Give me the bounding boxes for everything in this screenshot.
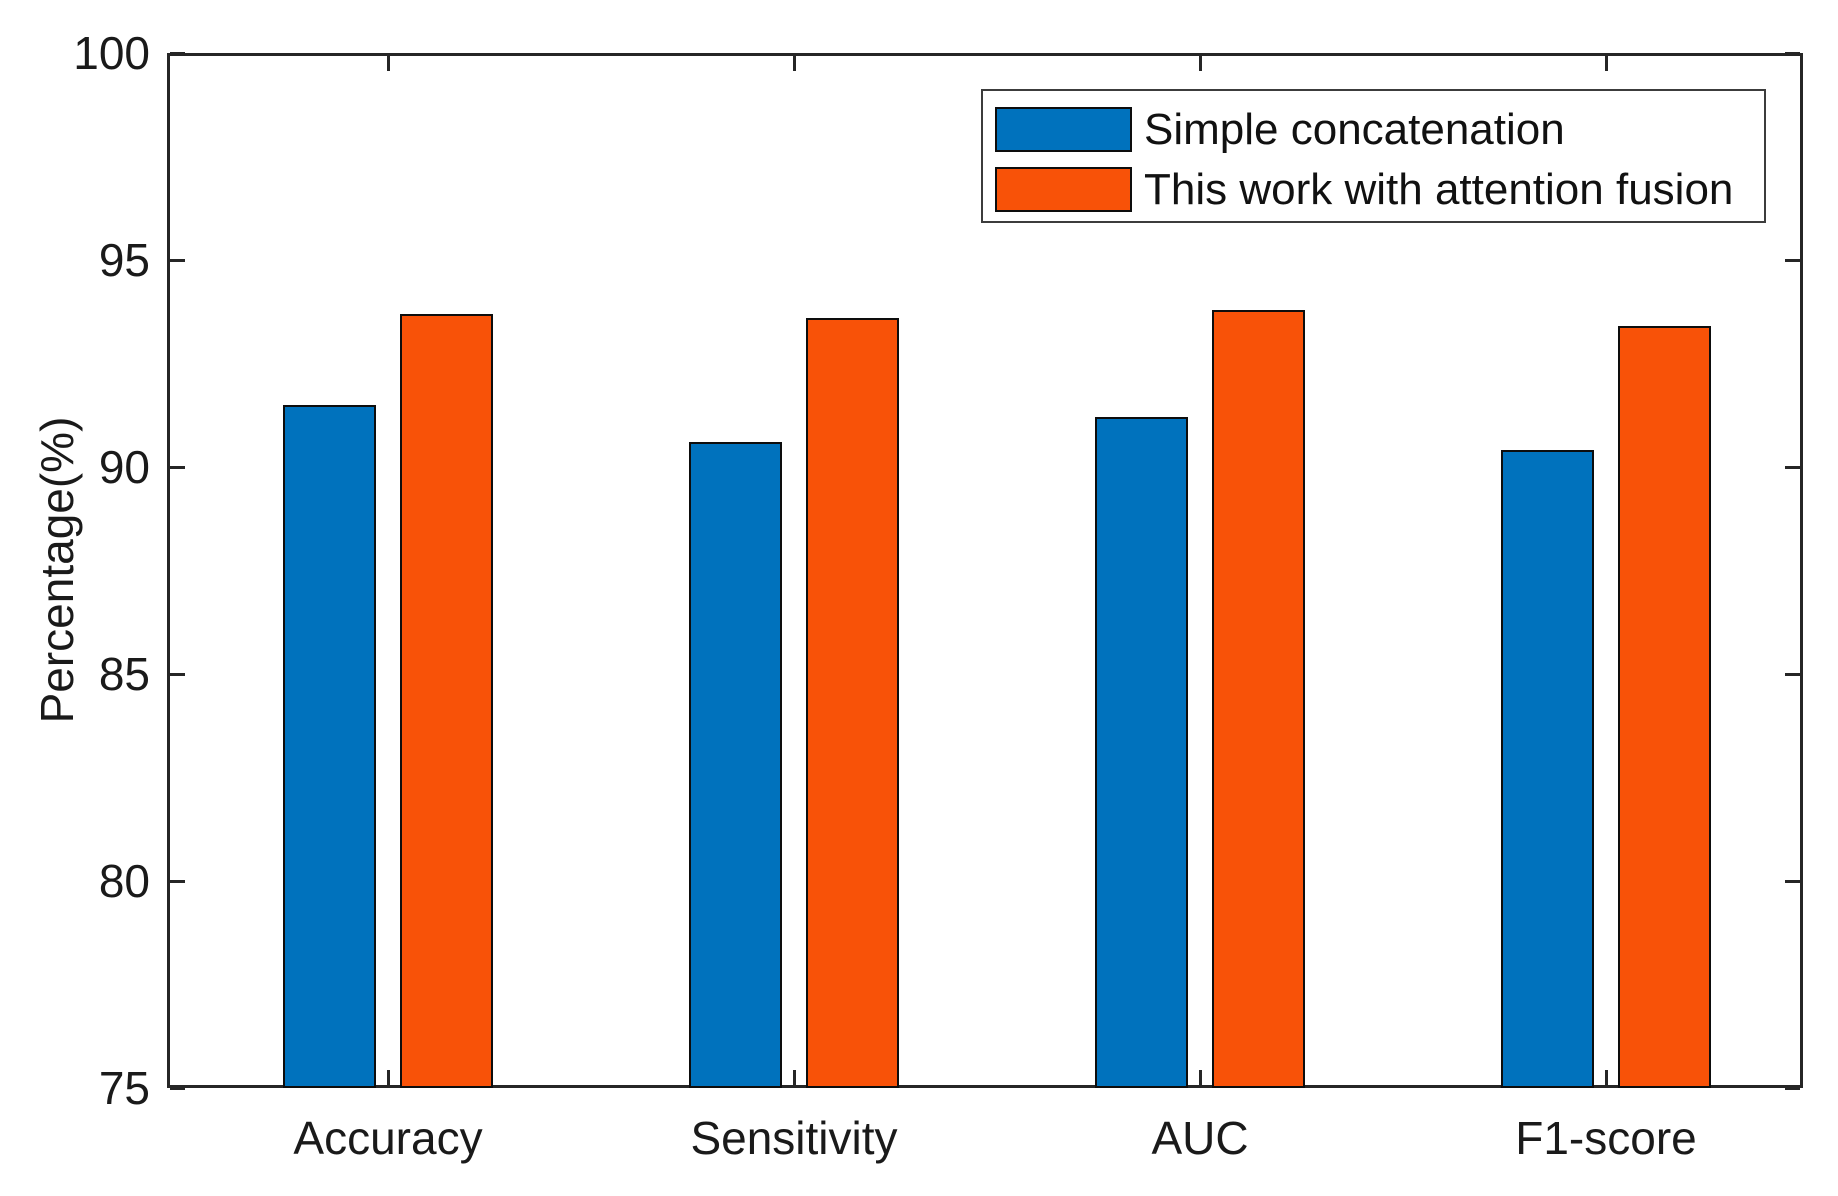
bar-f1-score-series0 xyxy=(1501,450,1594,1088)
bar-accuracy-series1 xyxy=(400,313,493,1088)
x-tick-label-f1-score: F1-score xyxy=(1515,1112,1697,1164)
bar-sensitivity-series1 xyxy=(806,317,899,1088)
x-tick-top xyxy=(1198,56,1202,71)
x-tick-label-sensitivity: Sensitivity xyxy=(690,1112,898,1164)
bar-f1-score-series1 xyxy=(1618,326,1711,1088)
y-tick-right xyxy=(1785,465,1800,469)
y-tick-left xyxy=(170,1086,185,1090)
y-tick-left xyxy=(170,672,185,676)
legend-label-1: This work with attention fusion xyxy=(1144,165,1734,214)
legend-label-0: Simple concatenation xyxy=(1144,105,1565,154)
x-tick-bottom xyxy=(1198,1070,1202,1085)
legend-swatch-0 xyxy=(995,107,1132,152)
x-tick-bottom xyxy=(386,1070,390,1085)
y-tick-right xyxy=(1785,1086,1800,1090)
y-tick-left xyxy=(170,258,185,262)
legend-entry-0: Simple concatenation xyxy=(995,107,1752,152)
y-tick-label: 100 xyxy=(73,27,150,79)
y-tick-label: 85 xyxy=(98,648,150,700)
y-tick-label: 90 xyxy=(98,441,150,493)
y-tick-left xyxy=(170,465,185,469)
legend: Simple concatenation This work with atten… xyxy=(981,89,1766,223)
y-tick-right xyxy=(1785,51,1800,55)
y-tick-label: 75 xyxy=(98,1062,150,1114)
y-axis-title: Percentage(%) xyxy=(31,416,83,724)
x-tick-label-auc: AUC xyxy=(1151,1112,1249,1164)
x-tick-bottom xyxy=(792,1070,796,1085)
bar-sensitivity-series0 xyxy=(689,442,782,1088)
bar-auc-series0 xyxy=(1095,417,1188,1088)
y-tick-label: 95 xyxy=(98,234,150,286)
y-tick-right xyxy=(1785,879,1800,883)
y-tick-left xyxy=(170,879,185,883)
x-tick-top xyxy=(792,56,796,71)
y-tick-right xyxy=(1785,258,1800,262)
y-tick-right xyxy=(1785,672,1800,676)
legend-swatch-1 xyxy=(995,167,1132,212)
legend-entry-1: This work with attention fusion xyxy=(995,167,1752,212)
x-tick-top xyxy=(1604,56,1608,71)
y-tick-label: 80 xyxy=(98,855,150,907)
bar-accuracy-series0 xyxy=(283,404,376,1088)
x-tick-label-accuracy: Accuracy xyxy=(293,1112,483,1164)
bar-auc-series1 xyxy=(1212,309,1305,1088)
x-tick-top xyxy=(386,56,390,71)
y-tick-left xyxy=(170,51,185,55)
legend-rows: Simple concatenation This work with atten… xyxy=(995,107,1752,212)
x-tick-bottom xyxy=(1604,1070,1608,1085)
